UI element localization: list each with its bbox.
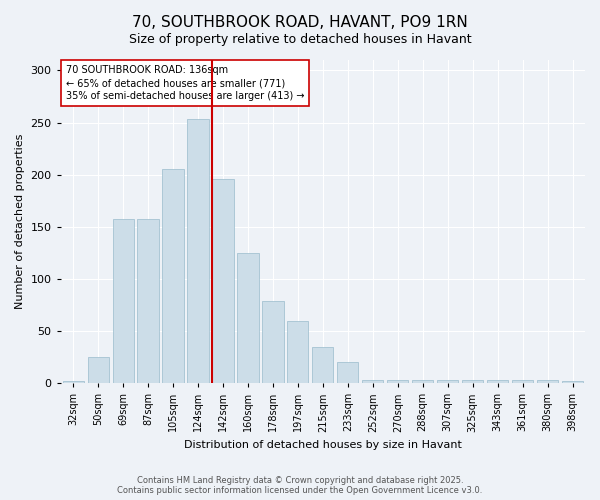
Text: Contains HM Land Registry data © Crown copyright and database right 2025.
Contai: Contains HM Land Registry data © Crown c… [118,476,482,495]
Bar [163,170,184,383]
Bar [362,380,383,383]
Bar [62,381,84,383]
Bar [537,380,558,383]
Text: Size of property relative to detached houses in Havant: Size of property relative to detached ho… [128,32,472,46]
Bar [412,380,433,383]
Bar [512,380,533,383]
Y-axis label: Number of detached properties: Number of detached properties [15,134,25,310]
Bar [287,320,308,383]
Bar [562,381,583,383]
Bar [337,362,358,383]
Bar [88,357,109,383]
Bar [387,380,409,383]
Text: 70 SOUTHBROOK ROAD: 136sqm
← 65% of detached houses are smaller (771)
35% of sem: 70 SOUTHBROOK ROAD: 136sqm ← 65% of deta… [66,65,304,101]
Bar [312,346,334,383]
Bar [137,220,159,383]
Bar [113,220,134,383]
Bar [262,301,284,383]
Bar [187,120,209,383]
Bar [437,380,458,383]
Bar [212,179,233,383]
X-axis label: Distribution of detached houses by size in Havant: Distribution of detached houses by size … [184,440,462,450]
Bar [238,253,259,383]
Text: 70, SOUTHBROOK ROAD, HAVANT, PO9 1RN: 70, SOUTHBROOK ROAD, HAVANT, PO9 1RN [132,15,468,30]
Bar [487,380,508,383]
Bar [462,380,483,383]
